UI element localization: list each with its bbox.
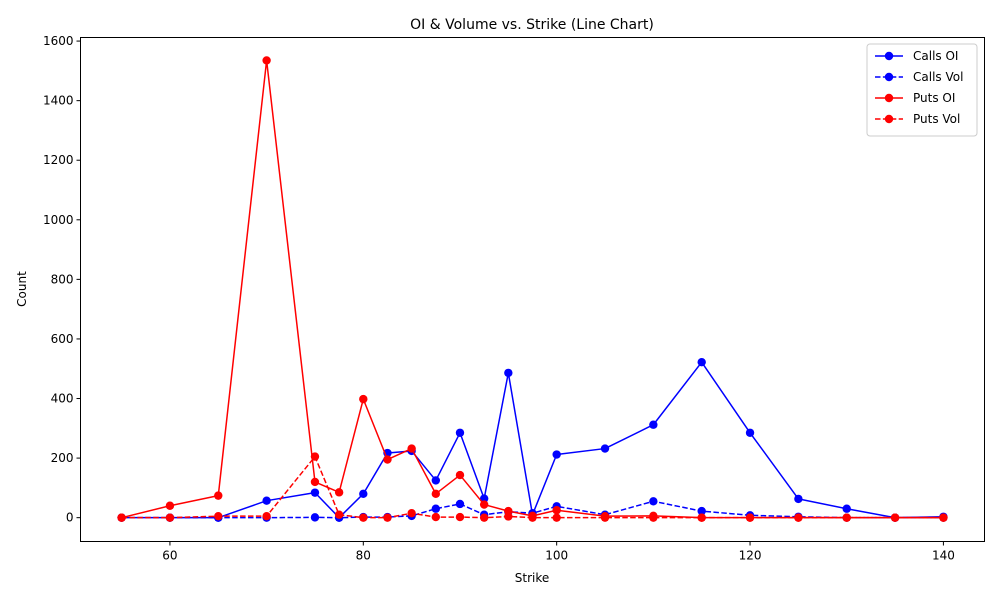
legend-box xyxy=(866,43,978,137)
calls-oi-point xyxy=(552,450,561,459)
puts-oi-point xyxy=(383,455,392,464)
x-tick-label: 80 xyxy=(356,549,371,563)
calls-oi-point xyxy=(455,428,465,437)
calls-oi-point xyxy=(262,496,271,505)
calls-oi-point xyxy=(649,420,658,429)
calls-oi-point xyxy=(504,368,513,378)
chart-title: OI & Volume vs. Strike (Line Chart) xyxy=(410,17,654,33)
puts-oi-point xyxy=(165,501,175,510)
y-tick-label: 0 xyxy=(66,511,74,525)
y-tick-label: 800 xyxy=(51,272,74,286)
calls-oi-point xyxy=(431,476,441,485)
puts-vol-point xyxy=(528,513,537,522)
plot-area xyxy=(117,56,948,522)
x-axis: 60 80 100 120 140 xyxy=(162,541,955,563)
puts-vol-point xyxy=(359,513,368,522)
plot-frame xyxy=(80,37,985,542)
y-tick-label: 1600 xyxy=(43,34,74,48)
puts-vol-point xyxy=(600,513,610,522)
puts-oi-point xyxy=(359,394,368,404)
puts-vol-point xyxy=(745,513,755,522)
puts-oi-line xyxy=(121,59,944,519)
x-tick-label: 100 xyxy=(545,549,568,563)
calls-vol-point xyxy=(649,497,658,506)
legend-calls-vol-label: Calls Vol xyxy=(913,70,963,84)
calls-vol-point xyxy=(697,506,706,516)
puts-oi-point xyxy=(431,489,441,499)
puts-oi-point xyxy=(455,470,465,480)
legend-calls-oi-marker xyxy=(884,51,894,61)
calls-oi-point xyxy=(697,357,706,367)
puts-vol-point xyxy=(504,512,513,521)
puts-vol-point xyxy=(697,513,706,522)
puts-vol-point xyxy=(842,513,851,522)
puts-vol-point xyxy=(431,512,441,522)
x-tick-label: 140 xyxy=(932,549,955,563)
calls-oi-line xyxy=(121,361,944,519)
puts-vol-point xyxy=(262,511,271,521)
puts-vol-point xyxy=(479,513,489,522)
puts-oi-point xyxy=(262,56,271,65)
legend-puts-vol-marker xyxy=(884,114,894,124)
y-tick-label: 600 xyxy=(51,332,74,346)
puts-vol-point xyxy=(649,513,658,522)
puts-vol-point xyxy=(334,510,344,519)
legend-puts-oi-marker xyxy=(884,93,894,103)
y-tick-label: 1400 xyxy=(43,94,74,108)
puts-oi-point xyxy=(479,500,489,509)
puts-vol-point xyxy=(214,511,223,521)
puts-oi-point xyxy=(552,506,561,515)
calls-oi-point xyxy=(479,494,489,503)
puts-vol-point xyxy=(407,509,416,518)
puts-vol-point xyxy=(383,513,392,522)
calls-oi-point xyxy=(745,428,755,437)
legend-puts-vol-label: Puts Vol xyxy=(913,112,960,126)
puts-vol-point xyxy=(794,513,803,522)
puts-vol-point xyxy=(310,452,320,461)
puts-vol-point xyxy=(165,513,175,522)
calls-oi-point xyxy=(842,504,851,513)
legend-puts-oi-label: Puts OI xyxy=(913,91,955,105)
x-tick-label: 60 xyxy=(162,549,177,563)
puts-oi-point xyxy=(310,477,320,487)
legend: Calls OI Calls Vol Puts OI Puts Vol xyxy=(866,43,978,137)
puts-vol-point xyxy=(117,513,126,522)
y-tick-label: 1200 xyxy=(43,153,74,167)
calls-oi-point xyxy=(600,444,610,453)
puts-vol-point xyxy=(939,513,948,522)
puts-oi-point xyxy=(407,444,416,453)
calls-vol-point xyxy=(455,499,465,509)
puts-vol-point xyxy=(455,512,465,522)
puts-vol-point xyxy=(552,513,561,522)
calls-oi-point xyxy=(310,488,320,497)
y-axis-label: Count xyxy=(15,271,29,307)
y-tick-label: 200 xyxy=(51,451,74,465)
x-tick-label: 120 xyxy=(739,549,762,563)
y-tick-label: 1000 xyxy=(43,213,74,227)
puts-oi-point xyxy=(334,488,344,497)
y-axis: 0 200 400 600 800 1000 1200 1400 1600 xyxy=(43,34,81,525)
puts-vol-point xyxy=(890,513,900,522)
calls-vol-point xyxy=(310,513,320,522)
calls-vol-point xyxy=(431,504,441,513)
calls-oi-point xyxy=(794,494,803,504)
x-axis-label: Strike xyxy=(515,571,550,585)
y-tick-label: 400 xyxy=(51,392,74,406)
legend-calls-vol-marker xyxy=(884,72,894,82)
calls-oi-point xyxy=(359,489,368,499)
legend-calls-oi-label: Calls OI xyxy=(913,49,958,63)
puts-oi-point xyxy=(214,491,223,500)
